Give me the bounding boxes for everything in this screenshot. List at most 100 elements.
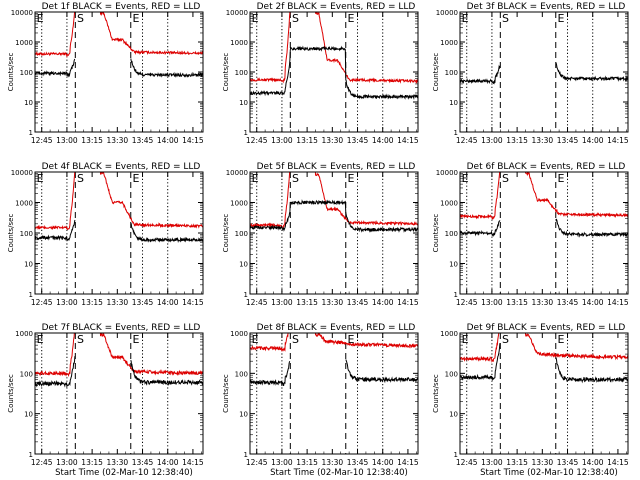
y-tick-label: 1000: [230, 200, 248, 208]
plot-frame: [34, 11, 204, 133]
x-tick-label: 13:30: [532, 136, 554, 145]
series-group: [460, 333, 628, 384]
x-axis-label: Start Time (02-Mar-10 12:38:40): [480, 468, 618, 478]
lld-series-line: [460, 172, 628, 220]
marker-label-e-start: E: [462, 12, 469, 25]
x-tick-label: 12:45: [456, 298, 478, 307]
x-tick-label: 13:15: [296, 136, 318, 145]
marker-label-s: S: [77, 172, 84, 185]
x-tick-label: 13:30: [532, 298, 554, 307]
plot-frame: [249, 332, 419, 455]
series-group: [250, 172, 418, 233]
chart-title: Det 3f BLACK = Events, RED = LLD: [467, 2, 626, 12]
y-axis-label: Counts/sec: [432, 374, 440, 413]
y-tick-label: 100: [445, 69, 458, 77]
y-tick-label: 100: [235, 230, 248, 238]
chart-title: Det 9f BLACK = Events, RED = LLD: [467, 323, 626, 333]
x-axis-label: Start Time (02-Mar-10 12:38:40): [55, 468, 193, 478]
y-tick-label: 10: [24, 99, 33, 107]
series-group: [35, 172, 203, 243]
marker-label-s: S: [502, 172, 509, 185]
x-tick-label: 13:30: [107, 136, 129, 145]
y-tick-label: 1000: [230, 39, 248, 47]
chart-panel-3: Det 3f BLACK = Events, RED = LLD Counts/s…: [432, 2, 629, 145]
events-series-line: [35, 356, 203, 389]
x-tick-label: 14:00: [157, 136, 179, 145]
y-tick-label: 10: [239, 99, 248, 107]
marker-label-s: S: [292, 333, 299, 346]
y-tick-label: 10: [24, 411, 33, 419]
lld-series-line: [35, 333, 203, 378]
marker-label-e-end: E: [347, 172, 354, 185]
y-tick-label: 1000: [440, 330, 458, 338]
x-tick-label: 14:00: [582, 298, 604, 307]
x-tick-label: 13:15: [506, 298, 528, 307]
x-tick-label: 14:15: [182, 458, 204, 467]
marker-label-s: S: [77, 12, 84, 25]
x-tick-label: 14:00: [372, 136, 394, 145]
plot-frame: [459, 171, 629, 295]
y-tick-label: 10000: [226, 169, 248, 177]
chart-panel-7: Det 7f BLACK = Events, RED = LLD Counts/s…: [7, 323, 204, 478]
y-tick-label: 100: [20, 370, 33, 378]
y-axis-label: Counts/sec: [222, 53, 230, 92]
y-tick-label: 10000: [436, 9, 458, 17]
chart-title: Det 8f BLACK = Events, RED = LLD: [257, 323, 416, 333]
series-group: [460, 172, 628, 238]
y-tick-label: 10: [24, 261, 33, 269]
x-tick-label: 12:45: [31, 298, 53, 307]
x-tick-label: 13:00: [481, 136, 503, 145]
plot-frame: [249, 171, 419, 295]
y-tick-label: 1: [244, 291, 248, 299]
x-tick-label: 13:45: [557, 458, 579, 467]
x-tick-label: 13:45: [132, 136, 154, 145]
y-tick-label: 1000: [15, 200, 33, 208]
x-tick-label: 13:00: [56, 298, 78, 307]
marker-label-s: S: [292, 172, 299, 185]
x-tick-label: 12:45: [31, 458, 53, 467]
y-tick-label: 10: [449, 261, 458, 269]
chart-title: Det 7f BLACK = Events, RED = LLD: [42, 323, 201, 333]
y-tick-label: 1000: [440, 200, 458, 208]
x-tick-label: 14:00: [372, 458, 394, 467]
marker-label-s: S: [77, 333, 84, 346]
marker-label-e-end: E: [132, 172, 139, 185]
plot-frame: [34, 332, 204, 455]
x-tick-label: 13:00: [481, 458, 503, 467]
events-series-line: [35, 219, 203, 243]
y-tick-label: 1000: [230, 330, 248, 338]
x-tick-label: 13:15: [296, 458, 318, 467]
x-tick-label: 14:00: [582, 136, 604, 145]
x-tick-label: 13:00: [271, 458, 293, 467]
x-tick-label: 14:15: [182, 298, 204, 307]
x-tick-label: 13:00: [56, 136, 78, 145]
y-axis-label: Counts/sec: [7, 374, 15, 413]
marker-label-e-end: E: [557, 333, 564, 346]
x-tick-label: 13:15: [506, 458, 528, 467]
marker-label-e-end: E: [132, 333, 139, 346]
plot-frame: [459, 11, 629, 133]
events-series-line: [460, 218, 628, 238]
x-tick-label: 13:15: [81, 458, 103, 467]
y-tick-label: 1000: [440, 39, 458, 47]
x-tick-label: 12:45: [246, 298, 268, 307]
x-tick-label: 13:30: [322, 136, 344, 145]
events-series-line: [250, 359, 418, 387]
y-tick-label: 1: [454, 129, 458, 137]
x-tick-label: 14:15: [607, 458, 629, 467]
x-tick-label: 13:45: [347, 136, 369, 145]
x-tick-label: 14:15: [397, 136, 419, 145]
y-tick-label: 10: [239, 411, 248, 419]
x-tick-label: 13:45: [132, 458, 154, 467]
chart-panel-6: Det 6f BLACK = Events, RED = LLD Counts/s…: [432, 162, 629, 307]
x-tick-label: 13:15: [296, 298, 318, 307]
x-tick-label: 13:30: [322, 298, 344, 307]
x-tick-label: 13:15: [506, 136, 528, 145]
x-tick-label: 14:00: [372, 298, 394, 307]
y-axis-label: Counts/sec: [7, 214, 15, 253]
chart-panel-5: Det 5f BLACK = Events, RED = LLD Counts/s…: [222, 162, 419, 307]
y-tick-label: 1: [29, 451, 33, 459]
x-tick-label: 14:15: [397, 458, 419, 467]
series-group: [250, 12, 418, 101]
